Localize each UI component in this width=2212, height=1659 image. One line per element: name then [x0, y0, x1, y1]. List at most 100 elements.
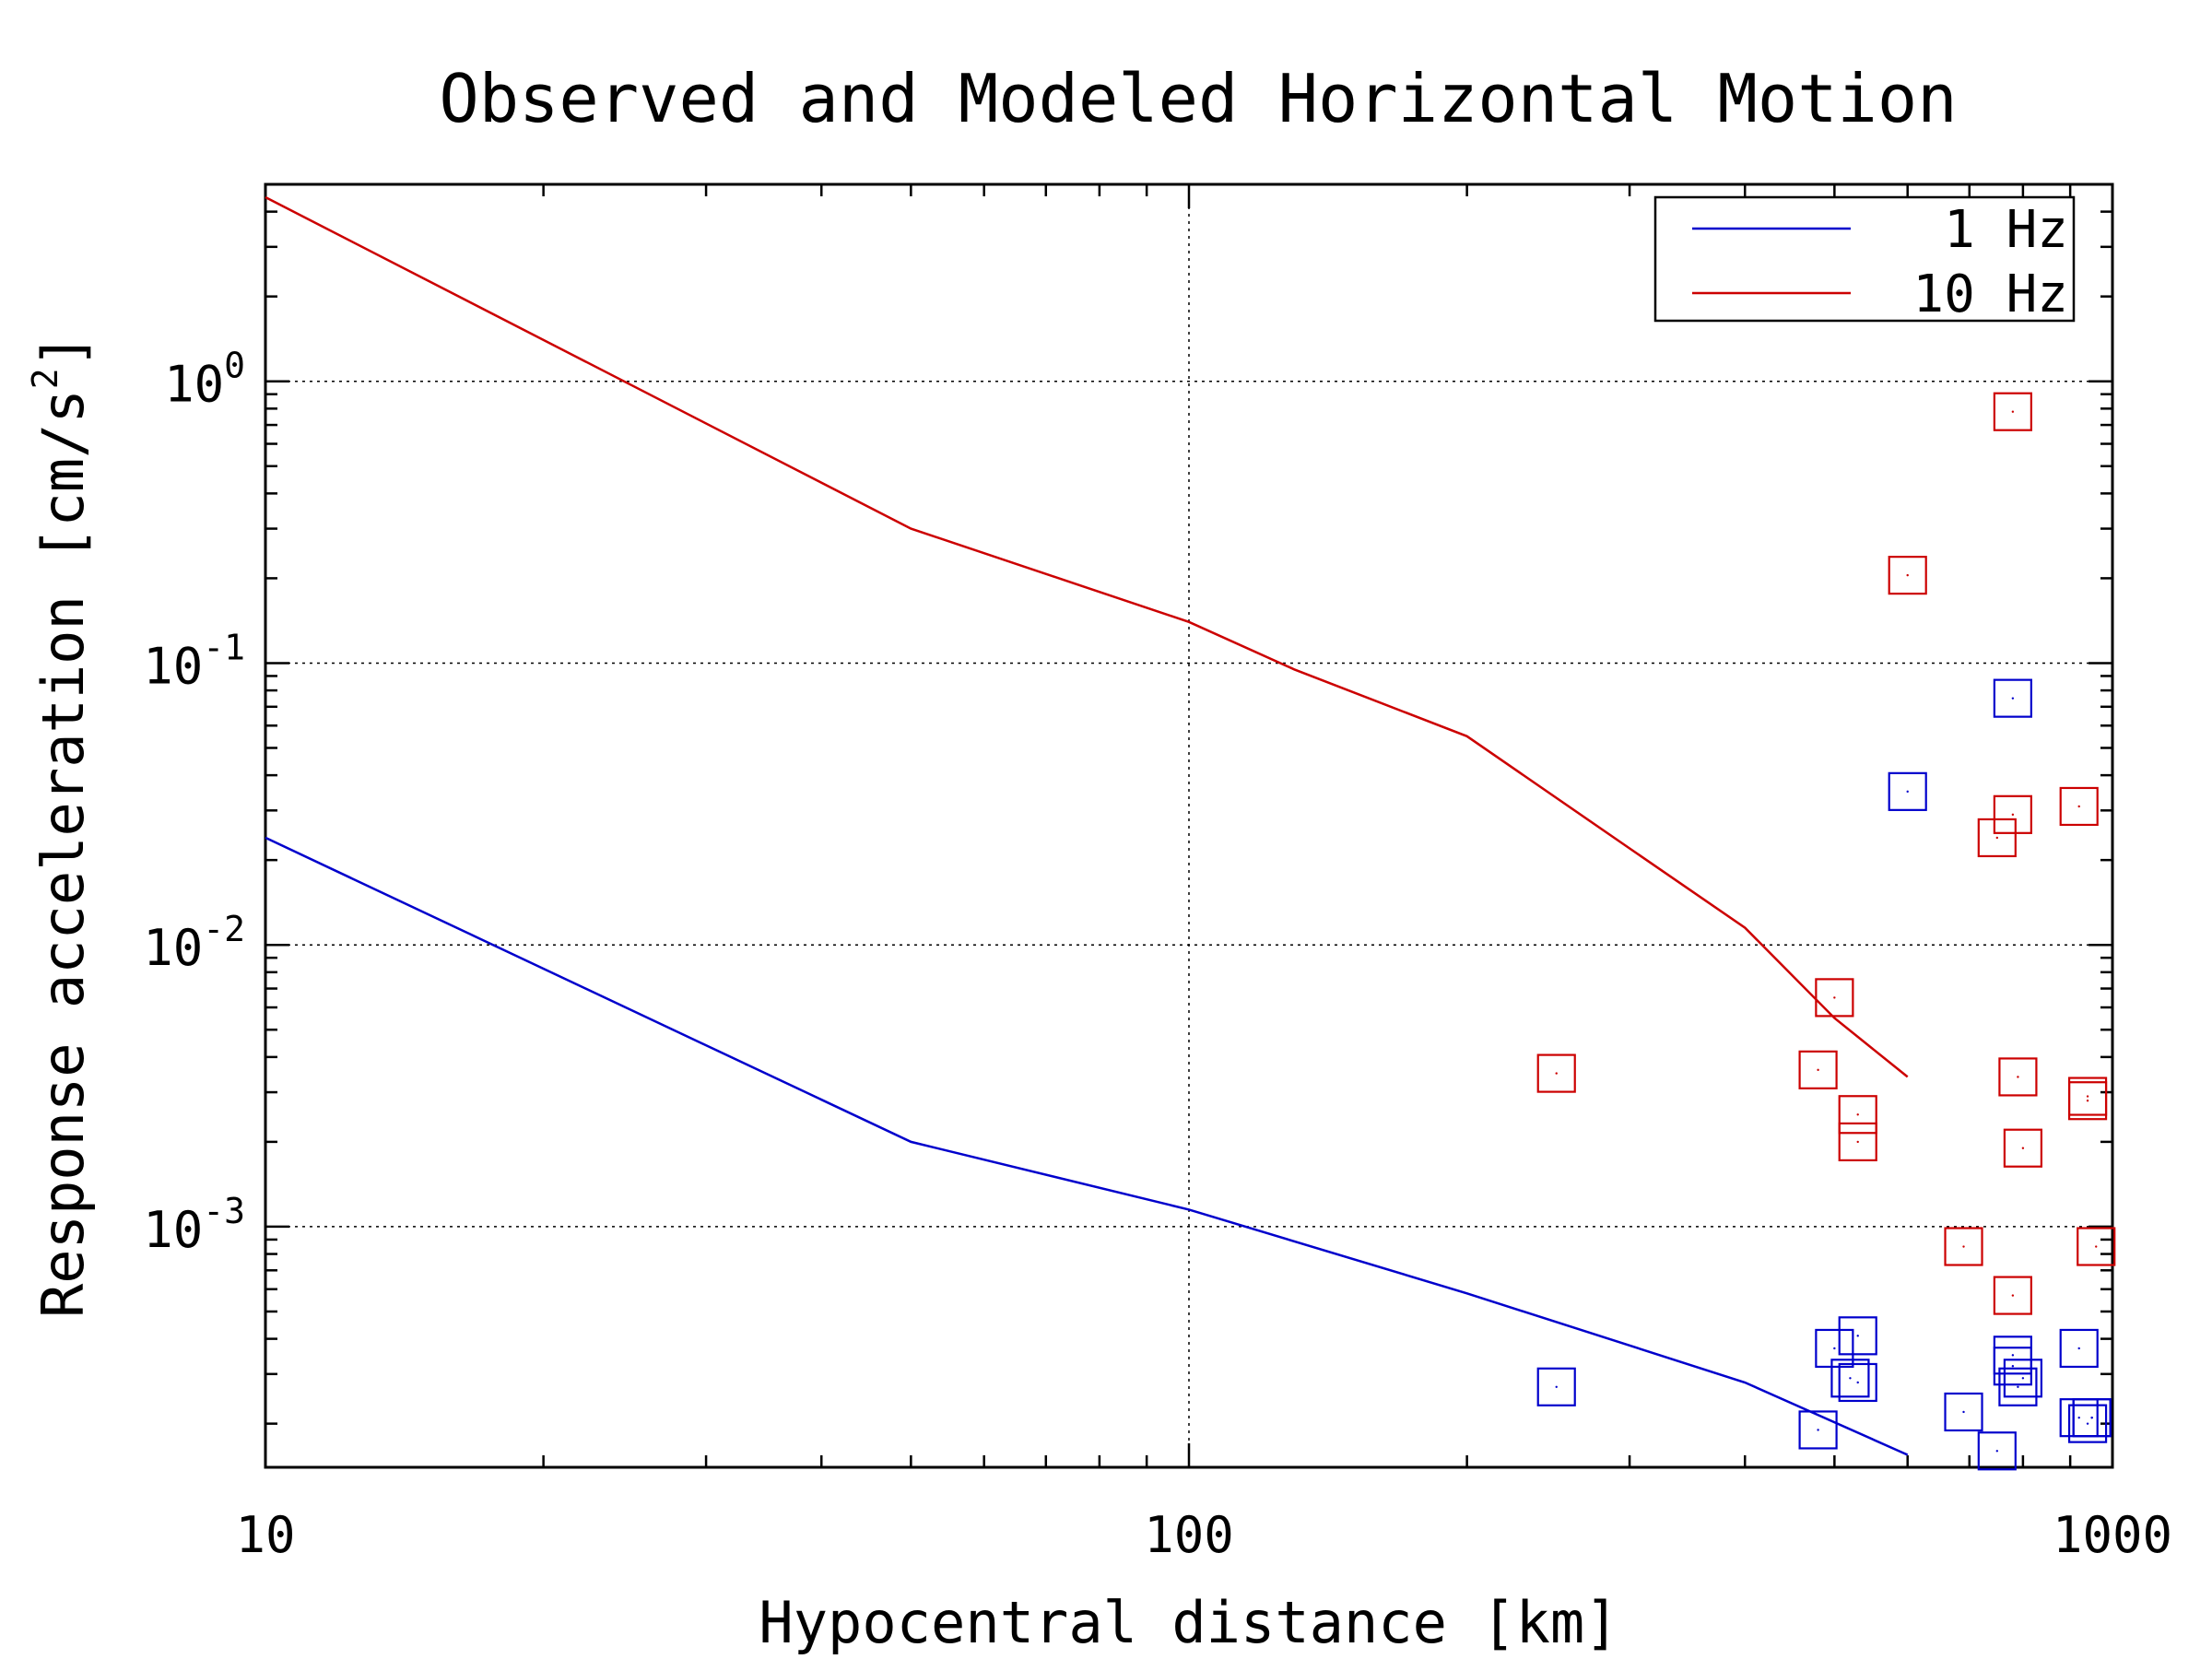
y-tick-exponent: -1 — [203, 627, 245, 667]
y-tick-exponent: 0 — [224, 346, 245, 386]
y-axis-label-sup: 2 — [25, 368, 65, 389]
observed-point-center — [1833, 1347, 1836, 1350]
plot-frame — [264, 182, 2114, 1469]
observed-point-center — [1856, 1381, 1859, 1384]
observed-point-center — [2090, 1416, 2093, 1419]
observed-point-center — [2011, 410, 2015, 413]
x-axis-label: Hypocentral distance [km] — [759, 1589, 1618, 1656]
observed-point-series-1 — [2003, 1128, 2042, 1168]
legend-label-0: 1 Hz — [1944, 200, 2068, 260]
observed-point-center — [1817, 1068, 1819, 1072]
observed-point-series-0 — [1815, 1328, 1854, 1369]
observed-point-center — [2011, 1365, 2015, 1368]
observed-point-center — [1817, 1429, 1819, 1431]
observed-point-center — [1833, 996, 1836, 999]
observed-point-center — [2077, 1347, 2080, 1350]
y-axis-label-close: ] — [29, 334, 97, 368]
x-tick-label: 1000 — [2053, 1506, 2172, 1564]
observed-point-series-1 — [1993, 1276, 2032, 1315]
observed-point-series-1 — [1998, 1057, 2038, 1097]
y-axis-label: Response acceleration [cm/s2] — [25, 334, 97, 1318]
observed-point-center — [1906, 790, 1909, 794]
observed-point-center — [1995, 836, 1999, 840]
observed-point-center — [2095, 1245, 2098, 1248]
model-line-series-1 — [265, 195, 1909, 1078]
observed-point-series-0 — [2067, 1404, 2108, 1443]
observed-point-center — [2011, 813, 2015, 817]
y-tick-exponent: -3 — [203, 1191, 245, 1231]
observed-point-series-0 — [1993, 678, 2032, 718]
observed-point-series-0 — [2003, 1359, 2042, 1398]
y-tick-exponent: -2 — [203, 909, 245, 949]
observed-point-center — [1856, 1140, 1859, 1144]
observed-point-series-0 — [2072, 1398, 2112, 1438]
observed-point-series-1 — [2067, 1081, 2108, 1121]
observed-point-center — [1849, 1377, 1852, 1380]
observed-point-center — [2077, 1416, 2080, 1419]
y-tick-label: 10-3 — [143, 1191, 245, 1259]
legend-label-1: 10 Hz — [1912, 265, 2068, 324]
observed-markers — [1536, 392, 2116, 1471]
observed-point-series-1 — [2077, 1227, 2116, 1266]
observed-point-series-0 — [1977, 1431, 2017, 1471]
chart-title: Observed and Modeled Horizontal Motion — [439, 60, 1957, 137]
y-tick-label: 100 — [164, 346, 245, 414]
observed-point-series-1 — [1888, 556, 1927, 595]
x-tick-labels: 10 100 1000 — [235, 1506, 2172, 1564]
observed-point-center — [1962, 1245, 1965, 1248]
observed-point-series-1 — [1993, 392, 2032, 431]
observed-point-series-1 — [1815, 978, 1854, 1018]
grid — [265, 184, 2112, 1467]
observed-point-center — [2011, 1294, 2015, 1297]
observed-point-center — [1555, 1072, 1558, 1075]
model-lines — [265, 195, 1909, 1456]
observed-point-center — [1856, 1113, 1859, 1116]
observed-point-series-1 — [1944, 1227, 1983, 1266]
observed-point-series-0 — [2059, 1328, 2099, 1369]
observed-point-center — [1856, 1335, 1859, 1337]
y-tick-label: 10-1 — [143, 627, 245, 695]
observed-point-center — [2086, 1100, 2089, 1102]
observed-point-series-0 — [1830, 1359, 1870, 1398]
legend-box — [1653, 195, 2076, 323]
observed-point-center — [2086, 1422, 2089, 1425]
observed-point-series-1 — [1536, 1053, 1576, 1093]
observed-point-center — [2017, 1385, 2019, 1388]
y-tick-base: 10 — [164, 356, 224, 414]
observed-point-series-1 — [1838, 1122, 1877, 1161]
observed-point-center — [2021, 1147, 2025, 1149]
observed-point-center — [2021, 1377, 2025, 1380]
y-tick-label: 10-2 — [143, 909, 245, 977]
observed-point-series-0 — [1536, 1367, 1576, 1406]
observed-point-center — [2086, 1095, 2089, 1098]
observed-point-center — [1906, 573, 1909, 577]
observed-point-center — [2077, 805, 2080, 808]
observed-point-series-0 — [1838, 1316, 1877, 1356]
observed-point-center — [1962, 1410, 1965, 1414]
observed-point-center — [1555, 1385, 1558, 1388]
observed-point-series-1 — [1798, 1050, 1838, 1089]
observed-point-center — [2011, 1354, 2015, 1357]
observed-point-center — [2011, 697, 2015, 700]
model-line-series-0 — [265, 836, 1909, 1456]
observed-point-series-1 — [1993, 794, 2032, 834]
y-axis-label-main: Response acceleration [cm/s — [29, 389, 97, 1318]
observed-point-center — [1995, 1450, 1999, 1453]
observed-point-series-1 — [1977, 818, 2017, 858]
observed-point-series-0 — [1888, 771, 1927, 811]
observed-point-series-0 — [1993, 1347, 2032, 1386]
y-tick-base: 10 — [143, 919, 203, 977]
observed-point-series-0 — [1944, 1392, 1983, 1432]
observed-point-series-0 — [1838, 1362, 1877, 1403]
observed-point-series-1 — [2059, 786, 2099, 827]
observed-point-center — [2017, 1076, 2019, 1078]
x-tick-label: 100 — [1144, 1506, 1234, 1564]
x-tick-label: 10 — [235, 1506, 295, 1564]
y-tick-base: 10 — [143, 637, 203, 695]
observed-point-series-0 — [1998, 1367, 2038, 1406]
observed-point-series-1 — [1838, 1095, 1877, 1135]
y-tick-base: 10 — [143, 1201, 203, 1259]
